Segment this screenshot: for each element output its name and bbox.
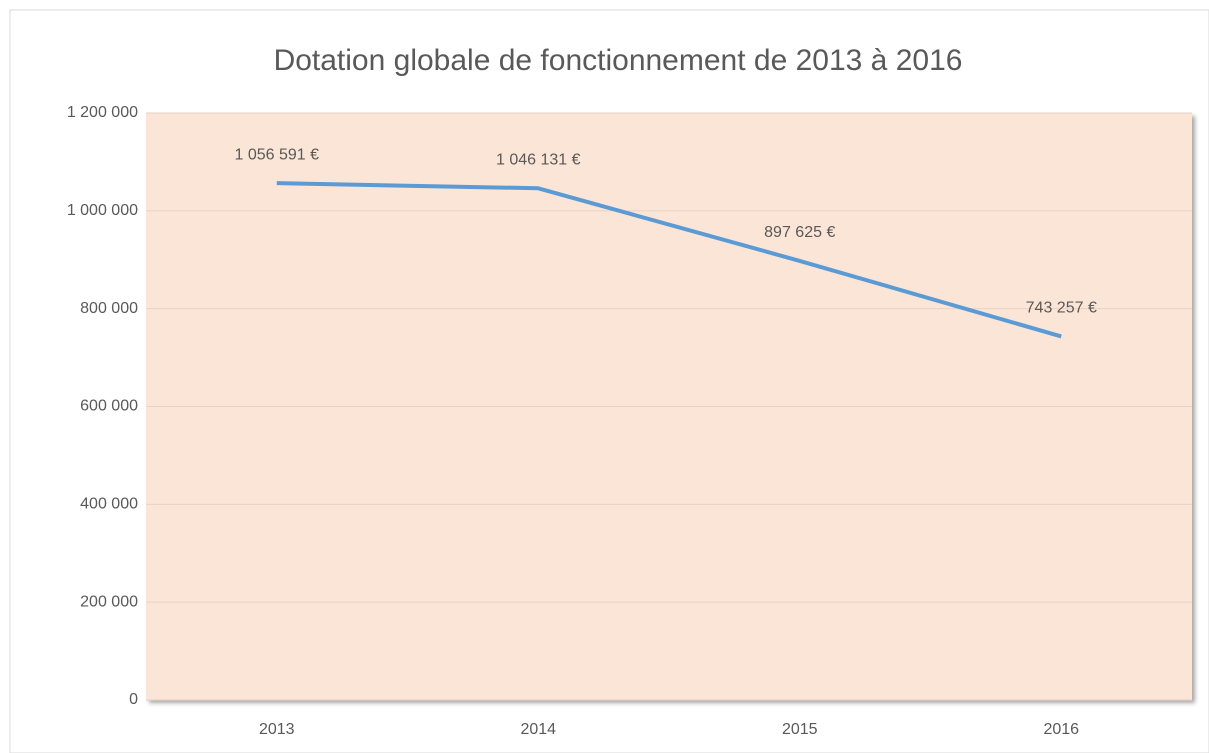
x-tick-label: 2013 xyxy=(259,721,295,738)
chart-title: Dotation globale de fonctionnement de 20… xyxy=(274,44,963,77)
line xyxy=(276,181,1062,339)
y-tick-label: 1 200 000 xyxy=(67,104,138,121)
data-label: 743 257 € xyxy=(1026,300,1097,317)
x-tick-label: 2014 xyxy=(520,721,556,738)
y-tick-label: 1 000 000 xyxy=(67,202,138,219)
y-tick-label: 600 000 xyxy=(80,398,138,415)
y-tick-label: 800 000 xyxy=(80,300,138,317)
x-tick-label: 2015 xyxy=(782,721,818,738)
data-label: 897 625 € xyxy=(764,224,835,241)
data-label: 1 046 131 € xyxy=(496,151,581,168)
x-tick-label: 2016 xyxy=(1043,721,1079,738)
y-tick-label: 400 000 xyxy=(80,496,138,513)
data-label: 1 056 591 € xyxy=(234,146,319,163)
y-tick-label: 0 xyxy=(129,691,138,708)
y-tick-label: 200 000 xyxy=(80,593,138,610)
